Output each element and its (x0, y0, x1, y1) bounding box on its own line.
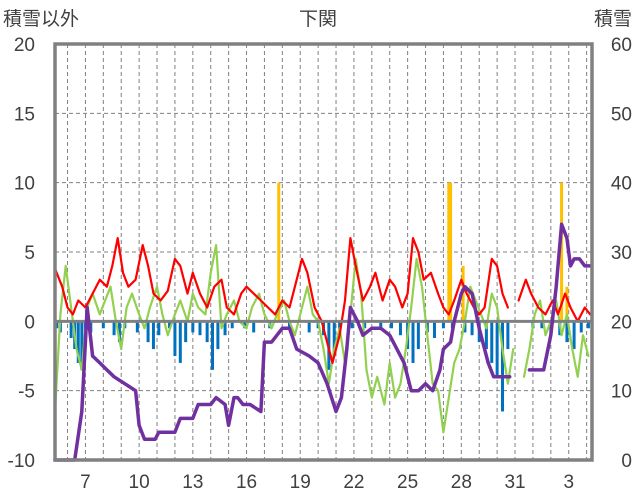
left-tick-label: -10 (8, 451, 35, 472)
bar (191, 321, 195, 333)
bar (252, 321, 256, 333)
bar (173, 321, 177, 356)
right-axis-title: 積雪 (594, 8, 632, 30)
left-tick-label: 10 (14, 174, 35, 195)
x-tick-label: 7 (80, 472, 91, 493)
left-tick-label: 5 (24, 243, 35, 264)
bar (390, 321, 394, 329)
bar (398, 321, 402, 336)
line-series-0 (53, 237, 509, 364)
bar (80, 321, 84, 370)
bar (112, 321, 116, 336)
bar (117, 321, 121, 343)
bar (277, 182, 281, 322)
bar (230, 321, 234, 329)
right-tick-label: 60 (611, 35, 632, 56)
bar (151, 321, 155, 350)
x-tick-label: 13 (182, 472, 203, 493)
bar (447, 182, 451, 322)
bar (490, 321, 494, 363)
bar (416, 321, 420, 350)
bar (449, 182, 453, 322)
bar (69, 321, 73, 338)
bar (363, 321, 367, 329)
x-tick-label: 19 (290, 472, 311, 493)
bar (432, 321, 436, 338)
bar (484, 321, 488, 350)
line-series-7 (527, 222, 592, 372)
line-series-6 (53, 284, 512, 462)
bar (470, 321, 474, 336)
bar (168, 321, 172, 329)
bar (501, 321, 504, 412)
left-tick-label: 20 (14, 35, 35, 56)
x-tick-label: 25 (397, 472, 418, 493)
x-tick-label: 22 (343, 472, 364, 493)
bar (55, 321, 59, 329)
bar (287, 321, 291, 329)
bar (586, 321, 590, 329)
bar (178, 321, 182, 363)
gridlines (55, 44, 592, 460)
right-tick-label: 40 (611, 174, 632, 195)
bar (76, 321, 80, 363)
line-series-2 (53, 244, 515, 434)
bar (379, 321, 383, 329)
bar (101, 321, 105, 329)
x-tick-label: 3 (563, 472, 574, 493)
bar (560, 182, 564, 322)
right-tick-label: 30 (611, 243, 632, 264)
bar (332, 321, 336, 356)
bar (540, 321, 544, 329)
bar (411, 321, 415, 363)
left-tick-label: 0 (24, 312, 35, 333)
bar (184, 321, 188, 343)
bar (198, 321, 202, 336)
chart-title: 下関 (299, 8, 337, 30)
bar (135, 321, 139, 333)
bar (441, 321, 445, 329)
right-tick-label: 0 (621, 451, 632, 472)
plot-frame (53, 42, 594, 462)
bar (211, 321, 215, 370)
x-tick-label: 16 (236, 472, 257, 493)
bar (565, 286, 569, 322)
x-tick-label: 10 (129, 472, 150, 493)
right-tick-label: 50 (611, 104, 632, 125)
bar (579, 321, 583, 333)
bar (243, 321, 247, 329)
bar (146, 321, 150, 343)
bar (307, 321, 311, 333)
bar (495, 321, 499, 377)
bar (205, 321, 209, 343)
bar (572, 321, 576, 350)
x-tick-label: 31 (504, 472, 525, 493)
left-tick-label: 15 (14, 104, 35, 125)
right-tick-label: 10 (611, 382, 632, 403)
left-tick-label: -5 (18, 382, 35, 403)
bar (216, 321, 220, 350)
series-layer (53, 182, 592, 462)
bar (157, 321, 161, 336)
bar (506, 321, 510, 350)
bar (350, 321, 354, 329)
axis-labels: -10 -5 0 5 10 15 20 0 10 20 30 40 50 60 7 10 13 16 19 22 25 2… (8, 35, 632, 493)
bar (223, 321, 227, 336)
bar (565, 321, 569, 343)
right-tick-label: 20 (611, 312, 632, 333)
x-tick-label: 28 (451, 472, 472, 493)
left-axis-title: 積雪以外 (3, 8, 79, 30)
